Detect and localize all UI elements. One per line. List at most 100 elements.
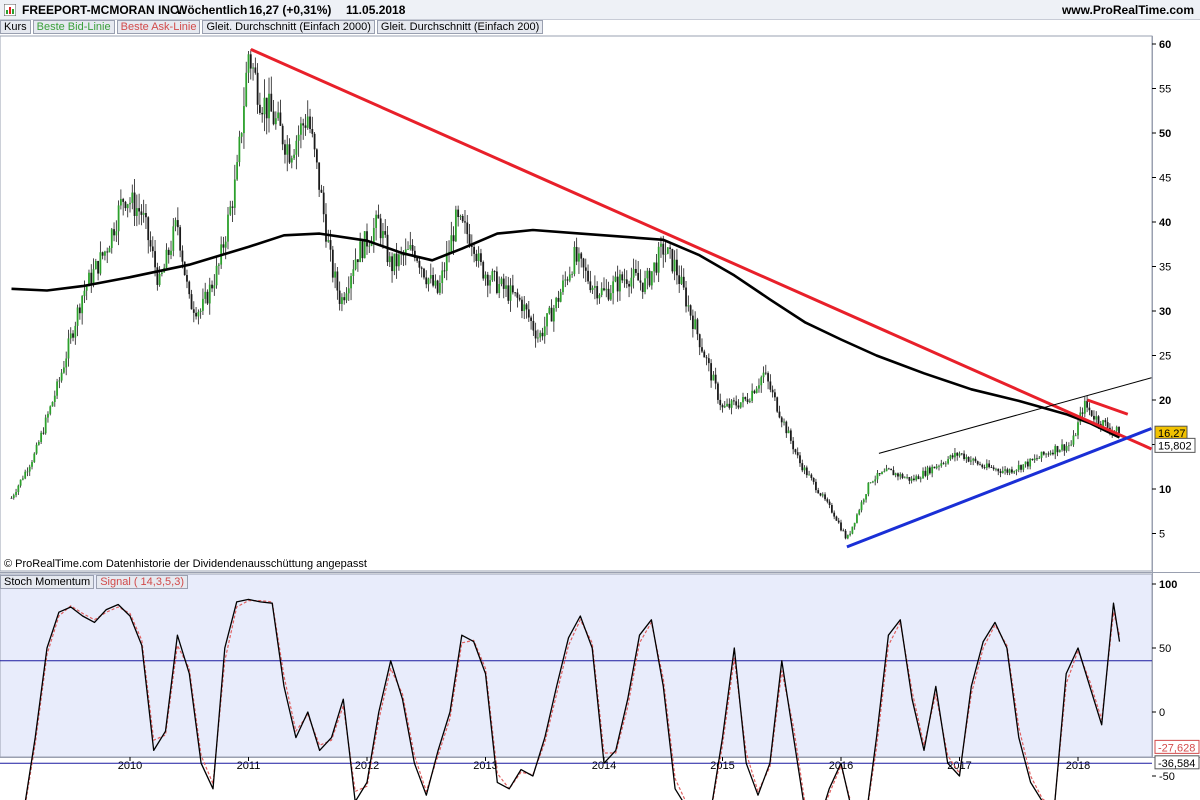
- candle-body: [245, 72, 248, 107]
- candle-body: [990, 467, 993, 468]
- candle-body: [997, 468, 1000, 472]
- candle-body: [263, 97, 266, 115]
- candle-body: [655, 262, 658, 273]
- candle-body: [796, 452, 799, 456]
- candle-body: [1061, 444, 1063, 450]
- candle-body: [801, 463, 804, 471]
- candle-body: [901, 474, 904, 478]
- candle-body: [1045, 453, 1047, 455]
- candle-body: [1111, 430, 1114, 433]
- candle-body: [578, 253, 580, 262]
- candle-body: [42, 432, 45, 434]
- candle-body: [1081, 412, 1084, 414]
- trendline-short-resistance: [1086, 398, 1129, 416]
- candle-body: [284, 144, 286, 155]
- candle-body: [252, 67, 254, 69]
- candle-body: [101, 252, 104, 256]
- chart-app-icon: [4, 4, 16, 16]
- candle-body: [213, 285, 216, 289]
- candle-body: [420, 267, 423, 269]
- candle-body: [564, 279, 567, 281]
- candle-body: [981, 464, 984, 468]
- candle-body: [1036, 458, 1038, 460]
- candle-body: [805, 467, 808, 476]
- candle-body: [744, 397, 747, 400]
- candle-body: [306, 116, 309, 128]
- candle-body: [913, 478, 915, 481]
- candle-body: [1024, 461, 1027, 465]
- candle-body: [534, 330, 537, 339]
- legend-ma-200[interactable]: Gleit. Durchschnitt (Einfach 200): [376, 20, 544, 34]
- candle-body: [1077, 422, 1079, 436]
- legend-ma-2000[interactable]: Gleit. Durchschnitt (Einfach 2000): [202, 20, 375, 34]
- candle-body: [691, 315, 694, 329]
- candle-body: [876, 473, 879, 480]
- candle-body: [172, 226, 175, 251]
- candle-body: [249, 54, 252, 69]
- candle-body: [495, 271, 498, 293]
- candle-body: [28, 466, 31, 472]
- candle-body: [233, 179, 236, 208]
- candle-body: [812, 477, 815, 482]
- candle-body: [628, 283, 630, 287]
- candle-body: [368, 245, 371, 247]
- last-price-tag-label: 16,27: [1158, 428, 1186, 440]
- candle-body: [452, 235, 455, 242]
- candle-body: [117, 205, 120, 232]
- candle-body: [290, 158, 293, 163]
- candle-body: [742, 397, 744, 403]
- price-axis-label: 35: [1159, 262, 1171, 274]
- legend-signal[interactable]: Signal ( 14,3,5,3): [96, 575, 188, 589]
- candle-body: [928, 467, 931, 474]
- candle-body: [1058, 449, 1061, 453]
- candle-body: [887, 468, 890, 470]
- symbol-name: FREEPORT-MCMORAN INC.: [22, 3, 182, 17]
- legend-bid-line[interactable]: Beste Bid-Linie: [32, 20, 115, 34]
- candle-body: [195, 312, 197, 317]
- candle-body: [589, 281, 592, 291]
- candle-body: [582, 258, 585, 268]
- candle-body: [94, 261, 97, 270]
- candle-body: [967, 457, 970, 462]
- candle-body: [124, 201, 127, 209]
- candle-body: [443, 270, 446, 272]
- candle-body: [331, 249, 334, 278]
- candle-body: [1033, 458, 1036, 461]
- candle-body: [689, 305, 692, 316]
- candle-body: [1095, 416, 1098, 420]
- candle-body: [270, 93, 273, 112]
- candle-body: [874, 479, 877, 482]
- candle-body: [247, 54, 250, 73]
- candle-body: [229, 206, 232, 215]
- candle-body: [288, 144, 291, 163]
- candle-body: [507, 285, 510, 301]
- candle-body: [441, 270, 444, 284]
- candle-body: [972, 458, 975, 461]
- candle-body: [92, 269, 95, 285]
- candle-body: [1109, 427, 1111, 433]
- candle-body: [546, 313, 548, 327]
- candle-body: [598, 294, 601, 299]
- candle-body: [315, 149, 318, 163]
- time-axis-label: 2012: [355, 760, 379, 772]
- candle-body: [694, 319, 697, 329]
- candle-body: [865, 494, 867, 500]
- candle-body: [384, 231, 387, 235]
- candle-body: [238, 136, 241, 163]
- candle-body: [254, 67, 257, 73]
- candle-body: [17, 485, 20, 493]
- brand-url[interactable]: www.ProRealTime.com: [1061, 3, 1194, 17]
- candle-body: [650, 271, 653, 286]
- legend-ask-line[interactable]: Beste Ask-Linie: [116, 20, 201, 34]
- legend-kurs[interactable]: Kurs: [0, 20, 31, 34]
- candle-body: [917, 476, 920, 480]
- candle-body: [637, 272, 640, 281]
- candle-body: [439, 283, 441, 293]
- candle-body: [532, 320, 535, 331]
- ma-value-tag: [1154, 437, 1196, 453]
- candle-body: [1052, 452, 1054, 455]
- candle-body: [810, 474, 813, 478]
- candle-body: [477, 253, 480, 262]
- legend-stoch-momentum[interactable]: Stoch Momentum: [0, 575, 95, 589]
